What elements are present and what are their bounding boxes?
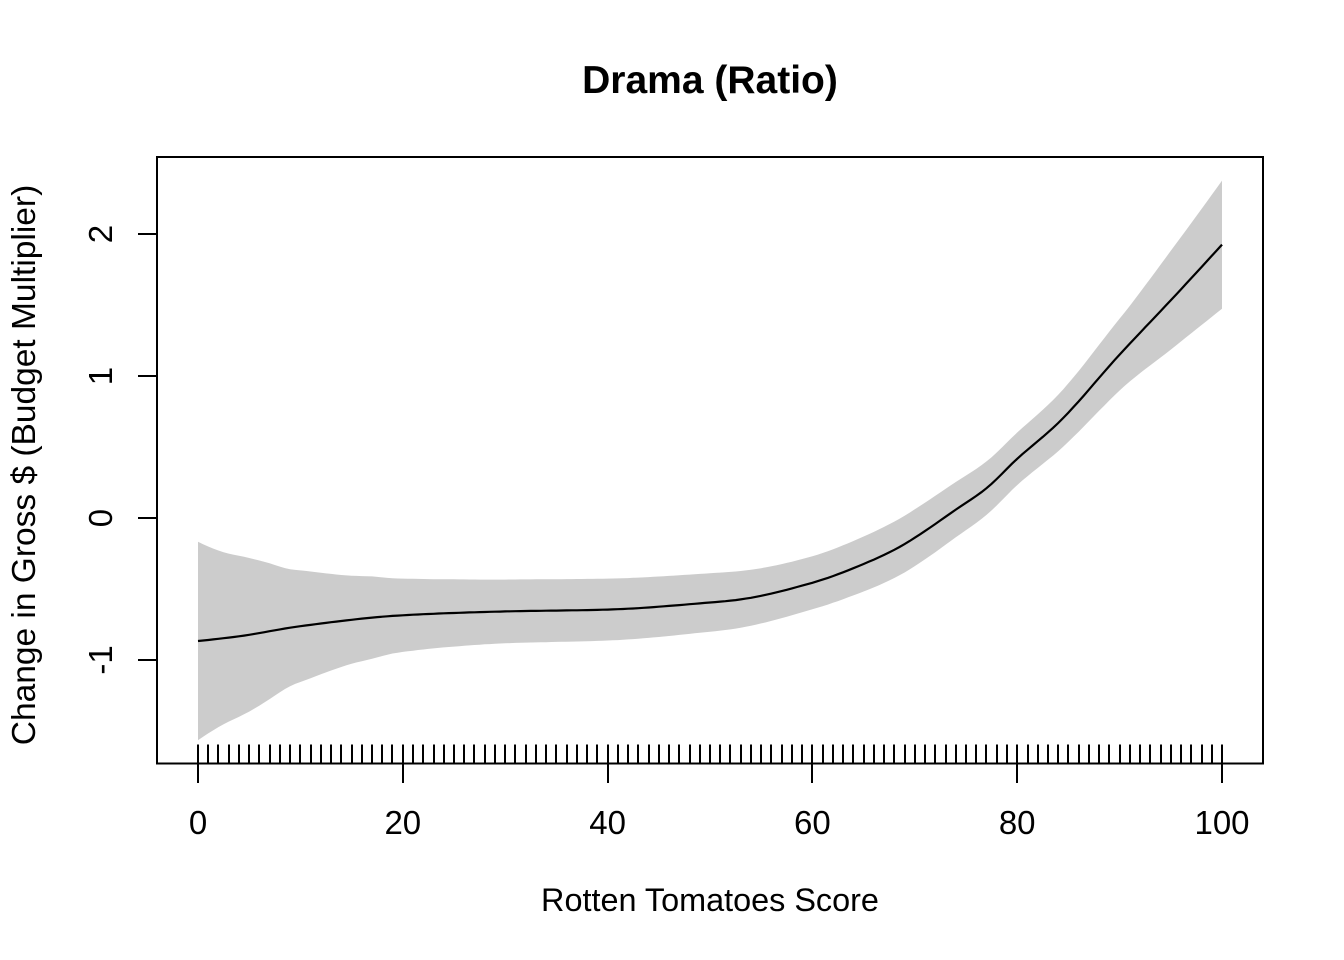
svg-text:0: 0 xyxy=(189,804,207,841)
svg-text:1: 1 xyxy=(82,367,119,385)
svg-text:0: 0 xyxy=(82,509,119,527)
svg-text:-1: -1 xyxy=(82,645,119,674)
svg-text:20: 20 xyxy=(384,804,421,841)
svg-text:80: 80 xyxy=(999,804,1036,841)
svg-text:2: 2 xyxy=(82,225,119,243)
svg-text:Rotten Tomatoes Score: Rotten Tomatoes Score xyxy=(541,882,879,918)
svg-text:Change in Gross $ (Budget Mult: Change in Gross $ (Budget Multiplier) xyxy=(6,185,43,745)
svg-text:40: 40 xyxy=(589,804,626,841)
svg-text:100: 100 xyxy=(1194,804,1249,841)
svg-text:Drama (Ratio): Drama (Ratio) xyxy=(582,59,838,102)
svg-text:60: 60 xyxy=(794,804,831,841)
